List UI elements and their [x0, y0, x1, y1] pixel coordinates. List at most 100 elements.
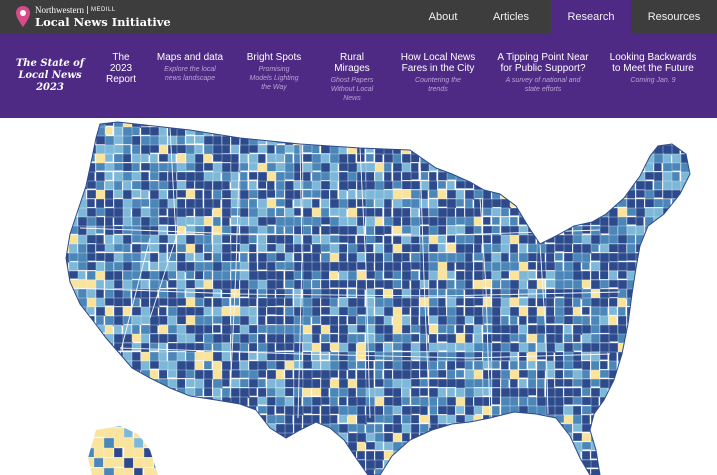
- county-cell[interactable]: [167, 252, 177, 262]
- county-cell[interactable]: [86, 234, 98, 244]
- county-cell[interactable]: [392, 234, 402, 245]
- county-cell[interactable]: [410, 180, 421, 190]
- county-cell[interactable]: [86, 279, 98, 289]
- county-cell[interactable]: [185, 405, 196, 415]
- county-cell[interactable]: [123, 467, 134, 475]
- county-cell[interactable]: [563, 189, 573, 200]
- county-cell[interactable]: [176, 252, 186, 262]
- county-cell[interactable]: [374, 450, 385, 461]
- county-cell[interactable]: [311, 216, 322, 228]
- county-cell[interactable]: [95, 360, 106, 371]
- county-cell[interactable]: [203, 459, 215, 469]
- county-cell[interactable]: [311, 118, 322, 127]
- county-cell[interactable]: [374, 171, 383, 183]
- county-cell[interactable]: [113, 216, 124, 226]
- county-cell[interactable]: [626, 234, 636, 244]
- county-cell[interactable]: [653, 207, 664, 219]
- county-cell[interactable]: [95, 180, 105, 192]
- county-cell[interactable]: [410, 297, 420, 307]
- county-cell[interactable]: [203, 306, 212, 316]
- county-cell[interactable]: [122, 180, 132, 191]
- county-cell[interactable]: [104, 306, 114, 316]
- county-cell[interactable]: [311, 324, 322, 335]
- county-cell[interactable]: [509, 225, 520, 236]
- county-cell[interactable]: [536, 432, 548, 442]
- county-cell[interactable]: [248, 360, 260, 372]
- county-cell[interactable]: [699, 469, 708, 475]
- county-cell[interactable]: [680, 225, 690, 236]
- county-cell[interactable]: [113, 261, 125, 271]
- county-cell[interactable]: [60, 405, 68, 414]
- county-cell[interactable]: [455, 342, 467, 351]
- county-cell[interactable]: [419, 252, 429, 263]
- county-cell[interactable]: [635, 270, 645, 281]
- county-cell[interactable]: [113, 405, 124, 416]
- county-cell[interactable]: [104, 324, 113, 335]
- county-cell[interactable]: [437, 459, 447, 469]
- county-cell[interactable]: [671, 351, 682, 362]
- county-cell[interactable]: [248, 252, 257, 264]
- county-cell[interactable]: [527, 180, 538, 190]
- county-cell[interactable]: [554, 153, 566, 165]
- county-cell[interactable]: [77, 387, 89, 399]
- county-cell[interactable]: [275, 414, 285, 424]
- county-cell[interactable]: [392, 216, 402, 228]
- county-cell[interactable]: [392, 153, 402, 164]
- county-cell[interactable]: [500, 441, 512, 452]
- county-cell[interactable]: [77, 360, 89, 369]
- county-cell[interactable]: [581, 387, 591, 397]
- county-cell[interactable]: [401, 288, 411, 299]
- county-cell[interactable]: [428, 369, 440, 378]
- county-cell[interactable]: [212, 189, 222, 201]
- county-cell[interactable]: [491, 225, 501, 237]
- county-cell[interactable]: [320, 207, 330, 218]
- county-cell[interactable]: [437, 198, 448, 208]
- county-cell[interactable]: [77, 261, 88, 271]
- county-cell[interactable]: [545, 144, 556, 156]
- county-cell[interactable]: [644, 288, 656, 299]
- county-cell[interactable]: [302, 414, 313, 426]
- county-cell[interactable]: [311, 450, 321, 461]
- county-cell[interactable]: [185, 414, 195, 425]
- county-cell[interactable]: [203, 153, 213, 163]
- county-cell[interactable]: [545, 198, 556, 210]
- county-cell[interactable]: [113, 207, 125, 218]
- county-cell[interactable]: [311, 351, 320, 361]
- county-cell[interactable]: [86, 405, 97, 415]
- county-cell[interactable]: [77, 423, 89, 432]
- county-cell[interactable]: [104, 243, 116, 253]
- county-cell[interactable]: [86, 126, 97, 136]
- county-cell[interactable]: [284, 144, 296, 153]
- county-cell[interactable]: [590, 396, 600, 408]
- county-cell[interactable]: [356, 441, 366, 453]
- county-cell[interactable]: [113, 437, 125, 448]
- county-cell[interactable]: [644, 324, 654, 335]
- county-cell[interactable]: [446, 405, 456, 417]
- county-cell[interactable]: [103, 427, 115, 439]
- county-cell[interactable]: [699, 460, 707, 469]
- subnav-looking-backwards[interactable]: Looking Backwards to Meet the Future Com…: [604, 52, 702, 85]
- county-cell[interactable]: [95, 135, 107, 145]
- county-cell[interactable]: [563, 324, 572, 334]
- county-cell[interactable]: [248, 396, 258, 407]
- county-cell[interactable]: [581, 234, 592, 245]
- county-cell[interactable]: [356, 126, 366, 138]
- county-cell[interactable]: [95, 378, 105, 390]
- county-cell[interactable]: [122, 252, 133, 263]
- county-cell[interactable]: [500, 126, 512, 135]
- county-cell[interactable]: [428, 171, 437, 182]
- county-cell[interactable]: [554, 144, 563, 155]
- county-cell[interactable]: [284, 459, 294, 469]
- county-cell[interactable]: [347, 387, 357, 399]
- county-cell[interactable]: [221, 459, 231, 471]
- county-cell[interactable]: [689, 351, 700, 363]
- county-cell[interactable]: [365, 135, 377, 146]
- county-cell[interactable]: [212, 315, 224, 324]
- county-cell[interactable]: [545, 270, 557, 280]
- county-cell[interactable]: [671, 126, 683, 136]
- county-cell[interactable]: [284, 297, 294, 307]
- county-cell[interactable]: [275, 360, 285, 370]
- county-cell[interactable]: [365, 459, 377, 471]
- county-cell[interactable]: [302, 468, 314, 475]
- county-cell[interactable]: [392, 432, 402, 443]
